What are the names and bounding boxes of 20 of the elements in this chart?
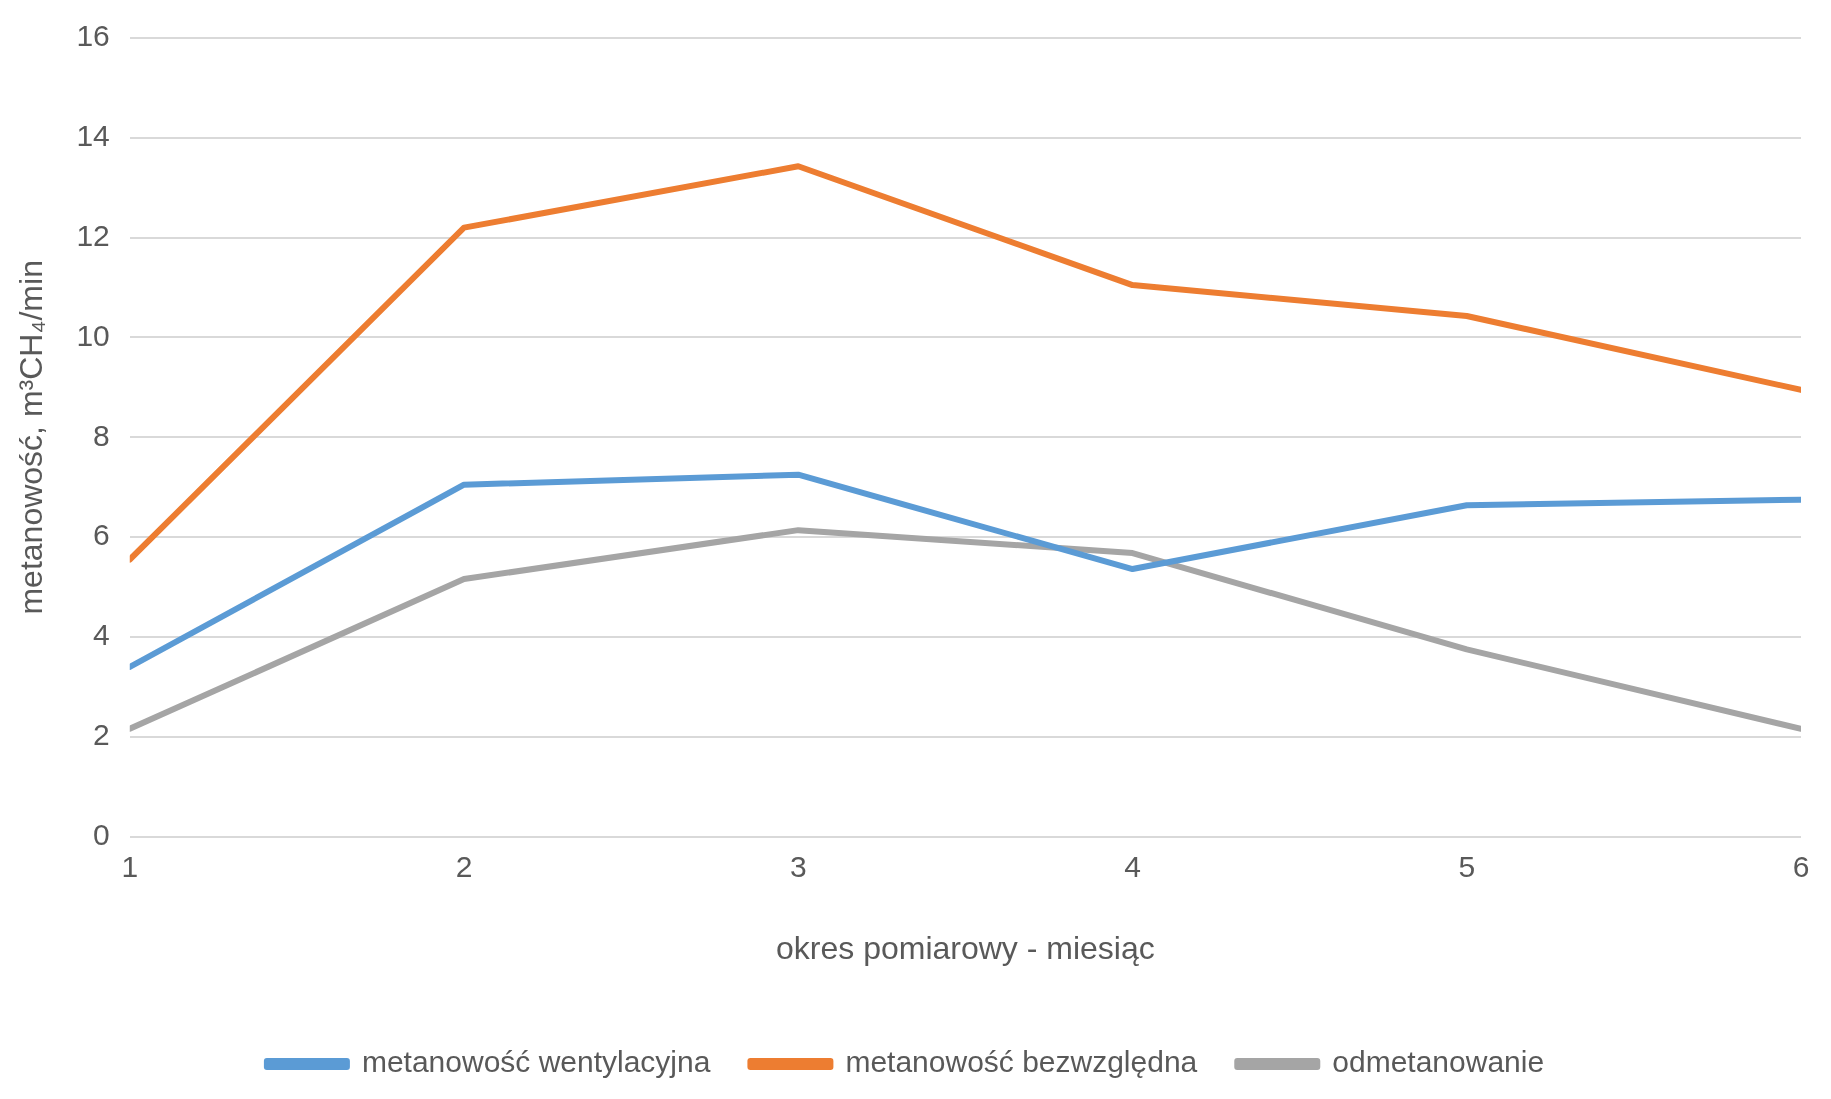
legend-label: metanowość wentylacyjna [361,1045,711,1079]
x-tick-label: 6 [1792,849,1810,883]
x-axis-title: okres pomiarowy - miesiąc [776,929,1155,966]
y-axis-title: metanowość, m³CH₄/min [13,260,50,615]
y-tick-label: 14 [76,119,110,153]
y-tick-label: 0 [93,817,110,851]
x-tick-label: 5 [1458,849,1476,883]
x-tick-label: 2 [455,849,473,883]
x-tick-label: 4 [1124,849,1141,883]
y-tick-label: 8 [93,418,110,452]
y-tick-label: 10 [76,318,110,352]
legend-label: odmetanowanie [1332,1045,1545,1079]
y-tick-label: 16 [76,19,110,53]
y-tick-label: 12 [76,218,110,252]
x-tick-label: 1 [121,849,139,883]
y-tick-label: 2 [93,718,110,752]
x-tick-label: 3 [789,849,807,883]
y-tick-label: 4 [93,618,110,652]
y-tick-label: 6 [93,518,110,552]
legend-label: metanowość bezwzględna [845,1045,1198,1079]
